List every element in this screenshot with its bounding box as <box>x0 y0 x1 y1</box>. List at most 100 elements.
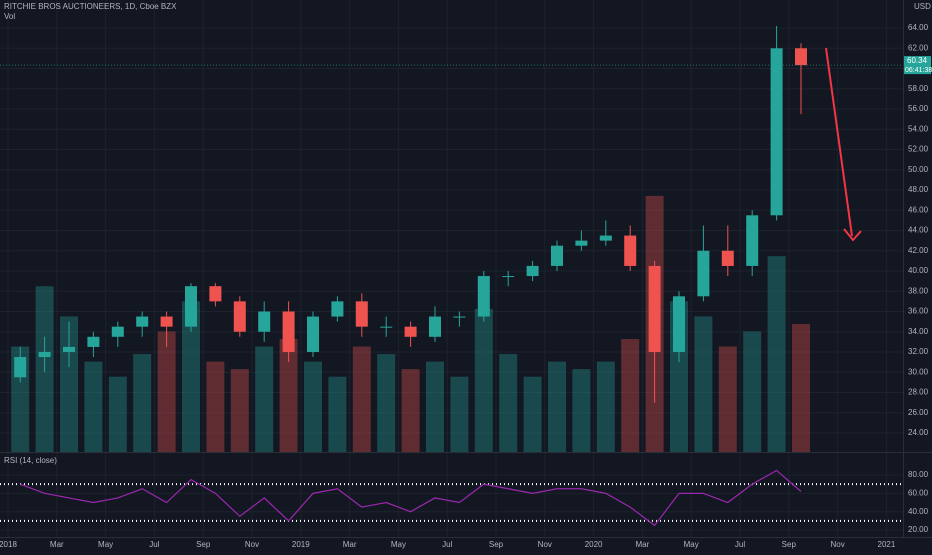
volume-bar <box>157 331 176 452</box>
x-tick-label: May <box>98 540 113 549</box>
volume-bar <box>426 361 444 452</box>
x-tick-label: Mar <box>50 540 64 549</box>
y-tick-label: 40.00 <box>908 507 929 516</box>
volume-bar <box>499 354 518 452</box>
candle-body <box>160 316 173 327</box>
volume-bar <box>474 308 493 452</box>
volume-bar <box>450 376 469 452</box>
candle-body <box>477 276 490 317</box>
x-tick-label: May <box>391 540 406 549</box>
candle-body <box>307 316 319 352</box>
volume-bar <box>206 361 225 452</box>
volume-bar <box>108 376 127 452</box>
volume-bar <box>352 346 371 452</box>
y-tick-label: 80.00 <box>908 470 929 479</box>
y-tick-label: 44.00 <box>908 226 929 235</box>
candle-body <box>746 215 759 266</box>
candle-body <box>185 286 197 327</box>
volume-bar <box>792 323 810 452</box>
candle-body <box>721 250 734 266</box>
y-tick-label: 54.00 <box>908 124 929 133</box>
volume-bar <box>548 361 566 452</box>
candle-body <box>38 351 51 358</box>
y-tick-label: 28.00 <box>908 388 929 397</box>
y-tick-label: 52.00 <box>908 145 929 154</box>
annotation-arrow <box>825 47 862 242</box>
y-tick-label: 24.00 <box>908 428 929 437</box>
y-tick-label: 42.00 <box>908 246 929 255</box>
volume-label: Vol <box>4 12 15 21</box>
volume-bar <box>401 369 420 452</box>
y-tick-label: 38.00 <box>908 286 929 295</box>
y-tick-label: 46.00 <box>908 205 929 214</box>
x-tick-label: Sep <box>782 540 797 549</box>
y-tick-label: 64.00 <box>908 23 929 32</box>
candle-body <box>14 357 27 378</box>
y-tick-label: 40.00 <box>908 266 929 275</box>
candle-body <box>551 245 563 266</box>
candle-body <box>282 311 295 352</box>
candle-body <box>111 326 124 337</box>
candle-body <box>404 326 417 337</box>
candle-body <box>453 316 466 318</box>
candle-body <box>258 311 271 332</box>
candle-body <box>380 326 393 328</box>
y-tick-label: 32.00 <box>908 347 929 356</box>
volume-bar <box>523 376 542 452</box>
candle-body <box>429 316 441 337</box>
candle-body <box>87 336 100 347</box>
y-tick-label: 30.00 <box>908 367 929 376</box>
rsi-line <box>19 469 802 527</box>
y-tick-label: 34.00 <box>908 327 929 336</box>
volume-bar <box>304 361 322 452</box>
volume-bar <box>621 339 640 452</box>
volume-bar <box>572 369 591 452</box>
y-tick-label: 36.00 <box>908 307 929 316</box>
candle-body <box>63 346 75 352</box>
x-tick-label: Jul <box>442 540 452 549</box>
candle-body <box>770 48 783 216</box>
arrow-shaft <box>825 47 853 237</box>
volume-bar <box>328 376 347 452</box>
volume-bar <box>84 361 103 452</box>
volume-bar <box>718 346 737 452</box>
currency: USD <box>914 2 931 11</box>
y-tick-label: 60.00 <box>908 488 929 497</box>
volume-bar <box>743 331 762 452</box>
candle-body <box>697 250 710 297</box>
x-tick-label: Nov <box>245 540 259 549</box>
candle-body <box>599 235 612 241</box>
x-tick-label: 2020 <box>585 540 603 549</box>
volume-bar <box>767 256 786 452</box>
candle-body <box>648 265 661 352</box>
volume-bar <box>279 339 298 452</box>
y-tick-label: 56.00 <box>908 104 929 113</box>
candle-body <box>331 301 344 317</box>
rsi-title: RSI (14, close) <box>4 456 57 465</box>
candle-body <box>526 265 539 277</box>
y-tick-label: 58.00 <box>908 84 929 93</box>
x-tick-label: 2019 <box>292 540 310 549</box>
y-tick-label: 62.00 <box>908 43 929 52</box>
volume-bar <box>255 346 274 452</box>
chart-title: RITCHIE BROS AUCTIONEERS, 1D, Cboe BZX <box>4 2 177 11</box>
volume-bar <box>596 361 615 452</box>
x-tick-label: Sep <box>196 540 211 549</box>
x-tick-label: Mar <box>343 540 357 549</box>
y-tick-label: 26.00 <box>908 408 929 417</box>
last-price-label: 60.34 <box>907 56 928 65</box>
x-tick-label: Nov <box>830 540 844 549</box>
x-tick-label: Sep <box>489 540 504 549</box>
volume-bar <box>182 301 200 452</box>
x-tick-label: 2021 <box>878 540 896 549</box>
last-price-box <box>904 56 931 75</box>
candle-body <box>502 276 515 278</box>
candle-body <box>136 316 149 327</box>
countdown-label: 06:41:38 <box>905 67 932 74</box>
x-tick-label: Jul <box>149 540 159 549</box>
x-tick-label: May <box>684 540 699 549</box>
volume-bar <box>377 354 396 452</box>
x-tick-label: 2018 <box>0 540 17 549</box>
